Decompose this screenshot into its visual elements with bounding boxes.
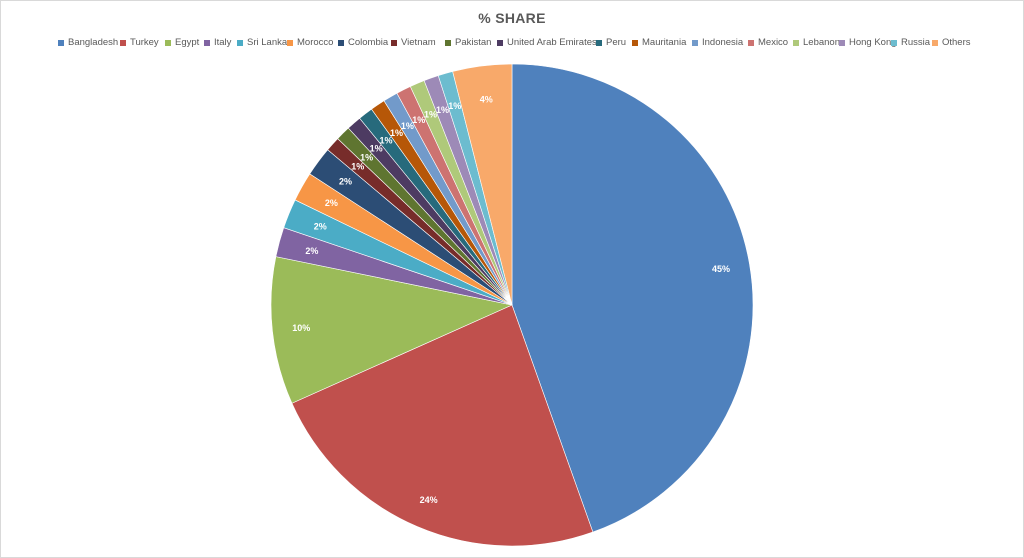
legend-item: Hong Kong [839,37,897,48]
legend-item: Pakistan [445,37,491,48]
data-label: 1% [379,135,392,145]
legend-item: Others [932,37,971,48]
data-label: 2% [325,198,338,208]
data-label: 24% [420,495,438,505]
data-label: 4% [480,94,493,104]
data-label: 2% [305,246,318,256]
legend-swatch [237,39,243,46]
data-label: 1% [390,128,403,138]
legend-label: Egypt [175,37,200,48]
legend-label: Indonesia [702,37,744,48]
legend-swatch [338,39,344,46]
legend-swatch [891,39,897,46]
legend-swatch [165,39,171,46]
legend-item: Peru [596,37,626,48]
legend-item: Colombia [338,37,388,48]
legend-swatch [204,39,210,46]
legend-label: United Arab Emirates [507,37,597,48]
pie-slice-others [452,63,513,306]
chart-title: % SHARE [478,10,546,26]
legend-label: Morocco [297,37,334,48]
legend-label: Mauritania [642,37,687,48]
legend-swatch [932,39,938,46]
data-label: 10% [292,323,310,333]
legend-item: Egypt [165,37,199,48]
data-label: 1% [370,144,383,154]
legend-swatch [120,39,126,46]
legend-item: Mexico [748,37,788,48]
legend-swatch [596,39,602,46]
legend-item: Indonesia [692,37,743,48]
legend-label: Vietnam [401,37,436,48]
legend-label: Lebanon [803,37,840,48]
pie-slice-bangladesh [511,63,754,533]
pie-slice-egypt [270,256,513,404]
data-label: 1% [448,101,461,111]
legend-item: Bangladesh [58,37,118,48]
legend-label: Others [942,37,971,48]
legend-label: Colombia [348,37,389,48]
legend-label: Sri Lanka [247,37,288,48]
legend-label: Russia [901,37,931,48]
legend-label: Bangladesh [68,37,119,48]
legend-item: Sri Lanka [237,37,287,48]
legend-swatch [445,39,451,46]
data-label: 1% [424,110,437,120]
legend-swatch [58,39,64,46]
legend-swatch [632,39,638,46]
data-label: 1% [401,121,414,131]
data-label: 2% [339,177,352,187]
legend-swatch [391,39,397,46]
legend-item: Mauritania [632,37,686,48]
legend-item: Russia [891,37,930,48]
legend-label: Turkey [130,37,159,48]
legend-label: Peru [606,37,627,48]
legend-item: Italy [204,37,231,48]
legend-swatch [497,39,503,46]
data-label: 2% [314,221,327,231]
pie-slice-turkey [291,304,594,547]
legend-swatch [793,39,799,46]
legend-swatch [839,39,845,46]
data-label: 1% [412,115,425,125]
legend-label: Italy [214,37,232,48]
legend-item: Lebanon [793,37,840,48]
legend-item: United Arab Emirates [497,37,597,48]
legend-swatch [692,39,698,46]
data-label: 1% [351,162,364,172]
legend-label: Hong Kong [849,37,897,48]
legend-swatch [748,39,754,46]
data-label: 1% [436,105,449,115]
legend-item: Morocco [287,37,333,48]
legend-swatch [287,39,293,46]
legend-label: Mexico [758,37,789,48]
legend-label: Pakistan [455,37,492,48]
data-label: 45% [712,264,730,274]
legend-item: Turkey [120,37,159,48]
legend-item: Vietnam [391,37,436,48]
data-label: 1% [360,152,373,162]
